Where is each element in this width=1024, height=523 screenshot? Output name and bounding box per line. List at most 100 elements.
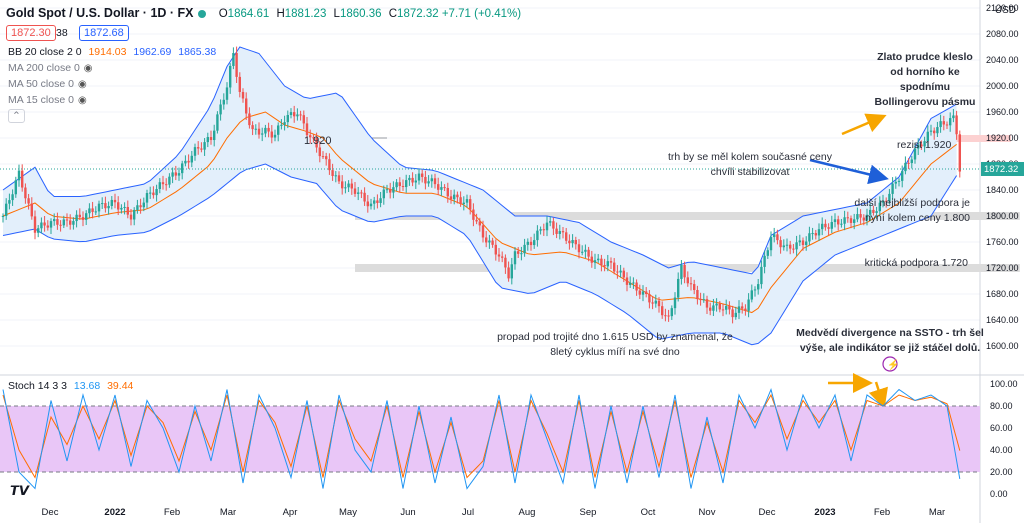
y-tick-label: 1720.00: [986, 263, 1019, 273]
candle-body: [437, 184, 439, 190]
candle-body: [943, 121, 945, 124]
candle-body: [447, 188, 449, 196]
candle-body: [408, 178, 410, 180]
candle-body: [658, 301, 660, 306]
candle-body: [379, 198, 381, 203]
candle-body: [322, 156, 324, 157]
candle-body: [904, 163, 906, 171]
candle-body: [402, 186, 404, 187]
candle-body: [651, 302, 653, 303]
candle-body: [639, 290, 641, 294]
candle-body: [85, 213, 87, 220]
candle-body: [482, 225, 484, 237]
open-value: 1864.61: [228, 8, 270, 20]
stoch-y-tick-label: 60.00: [990, 423, 1013, 433]
candle-body: [747, 299, 749, 310]
bb-label: BB 20 close 2 0: [8, 46, 82, 58]
candle-body: [223, 100, 225, 105]
candle-body: [824, 224, 826, 227]
currency-label[interactable]: USD: [995, 5, 1016, 16]
annotation-next-support: další nejbližší podpora je nyní kolem ce…: [830, 196, 970, 226]
candle-body: [735, 313, 737, 317]
candle-body: [818, 229, 820, 235]
eye-icon[interactable]: ◉: [84, 63, 93, 74]
change-value: +7.71 (+0.41%): [442, 8, 521, 20]
x-tick-label: 2023: [814, 507, 835, 518]
candle-body: [197, 147, 199, 148]
candle-body: [523, 245, 525, 253]
annotation-line: spodnímu: [855, 80, 995, 95]
candle-body: [811, 233, 813, 234]
candle-body: [127, 207, 129, 215]
candle-body: [261, 133, 263, 134]
candle-body: [795, 242, 797, 249]
candle-body: [827, 227, 829, 229]
candle-body: [488, 241, 490, 243]
candle-body: [133, 210, 135, 220]
low-value: 1860.36: [340, 8, 382, 20]
candle-body: [779, 240, 781, 247]
candle-body: [242, 92, 244, 99]
candle-body: [111, 200, 113, 206]
candle-body: [552, 221, 554, 228]
candle-body: [203, 142, 205, 150]
candle-body: [664, 315, 666, 316]
candle-body: [216, 114, 218, 130]
candle-body: [719, 304, 721, 310]
candle-body: [120, 208, 122, 210]
candle-body: [5, 204, 7, 216]
ma15-legend[interactable]: MA 15 close 0 ◉: [8, 94, 87, 106]
ma200-legend[interactable]: MA 200 close 0 ◉: [8, 62, 93, 74]
candle-body: [152, 193, 154, 196]
candle-body: [303, 115, 305, 123]
stoch-legend[interactable]: Stoch 14 3 3 13.68 39.44: [8, 380, 133, 392]
candle-body: [363, 193, 365, 202]
open-label: O: [219, 8, 228, 20]
candle-body: [901, 171, 903, 181]
stoch-y-tick-label: 40.00: [990, 445, 1013, 455]
bb-legend[interactable]: BB 20 close 2 0 1914.03 1962.69 1865.38: [8, 46, 216, 58]
annotation-line: další nejbližší podpora je: [830, 196, 970, 211]
ma50-legend[interactable]: MA 50 close 0 ◉: [8, 78, 87, 90]
candle-body: [130, 215, 132, 220]
sell-price-box[interactable]: 1872.30: [6, 25, 56, 41]
symbol-title[interactable]: Gold Spot / U.S. Dollar · 1D · FX: [6, 6, 194, 20]
annotation-stabilize: trh by se měl kolem současné ceny chvíli…: [640, 150, 860, 180]
bullish-trend-arrow: [842, 117, 882, 134]
candle-body: [181, 163, 183, 173]
candle-body: [479, 221, 481, 225]
candle-body: [626, 277, 628, 284]
candle-body: [219, 104, 221, 114]
eye-icon[interactable]: ◉: [78, 79, 87, 90]
candle-body: [504, 258, 506, 268]
candle-body: [325, 156, 327, 159]
candle-body: [411, 178, 413, 183]
y-tick-label: 1760.00: [986, 237, 1019, 247]
eye-icon[interactable]: ◉: [78, 95, 87, 106]
buy-price-box[interactable]: 1872.68: [79, 25, 129, 41]
tradingview-logo-icon[interactable]: 𝙏𝙑: [10, 483, 29, 499]
x-tick-label: Nov: [699, 507, 716, 518]
candle-body: [955, 115, 957, 134]
candle-body: [8, 200, 10, 204]
stoch-band-fill: [0, 406, 980, 472]
candle-body: [267, 128, 269, 132]
y-tick-label: 1920.00: [986, 133, 1019, 143]
candle-body: [456, 195, 458, 198]
candle-body: [453, 195, 455, 200]
candle-body: [911, 159, 913, 163]
collapse-legend-icon[interactable]: ⌃: [8, 109, 25, 123]
candle-body: [703, 299, 705, 300]
candle-body: [21, 171, 23, 188]
candle-body: [207, 137, 209, 142]
candle-body: [357, 192, 359, 193]
candle-body: [757, 284, 759, 289]
candle-body: [235, 53, 237, 77]
candle-body: [671, 308, 673, 316]
annotation-line: Zlato prudce kleslo: [855, 50, 995, 65]
x-tick-label: Jun: [400, 507, 415, 518]
annotation-line: Medvědí divergence na SSTO - trh šel: [790, 326, 990, 341]
candle-body: [722, 309, 724, 310]
alert-icon: ⚡: [887, 358, 899, 371]
candle-body: [290, 112, 292, 115]
